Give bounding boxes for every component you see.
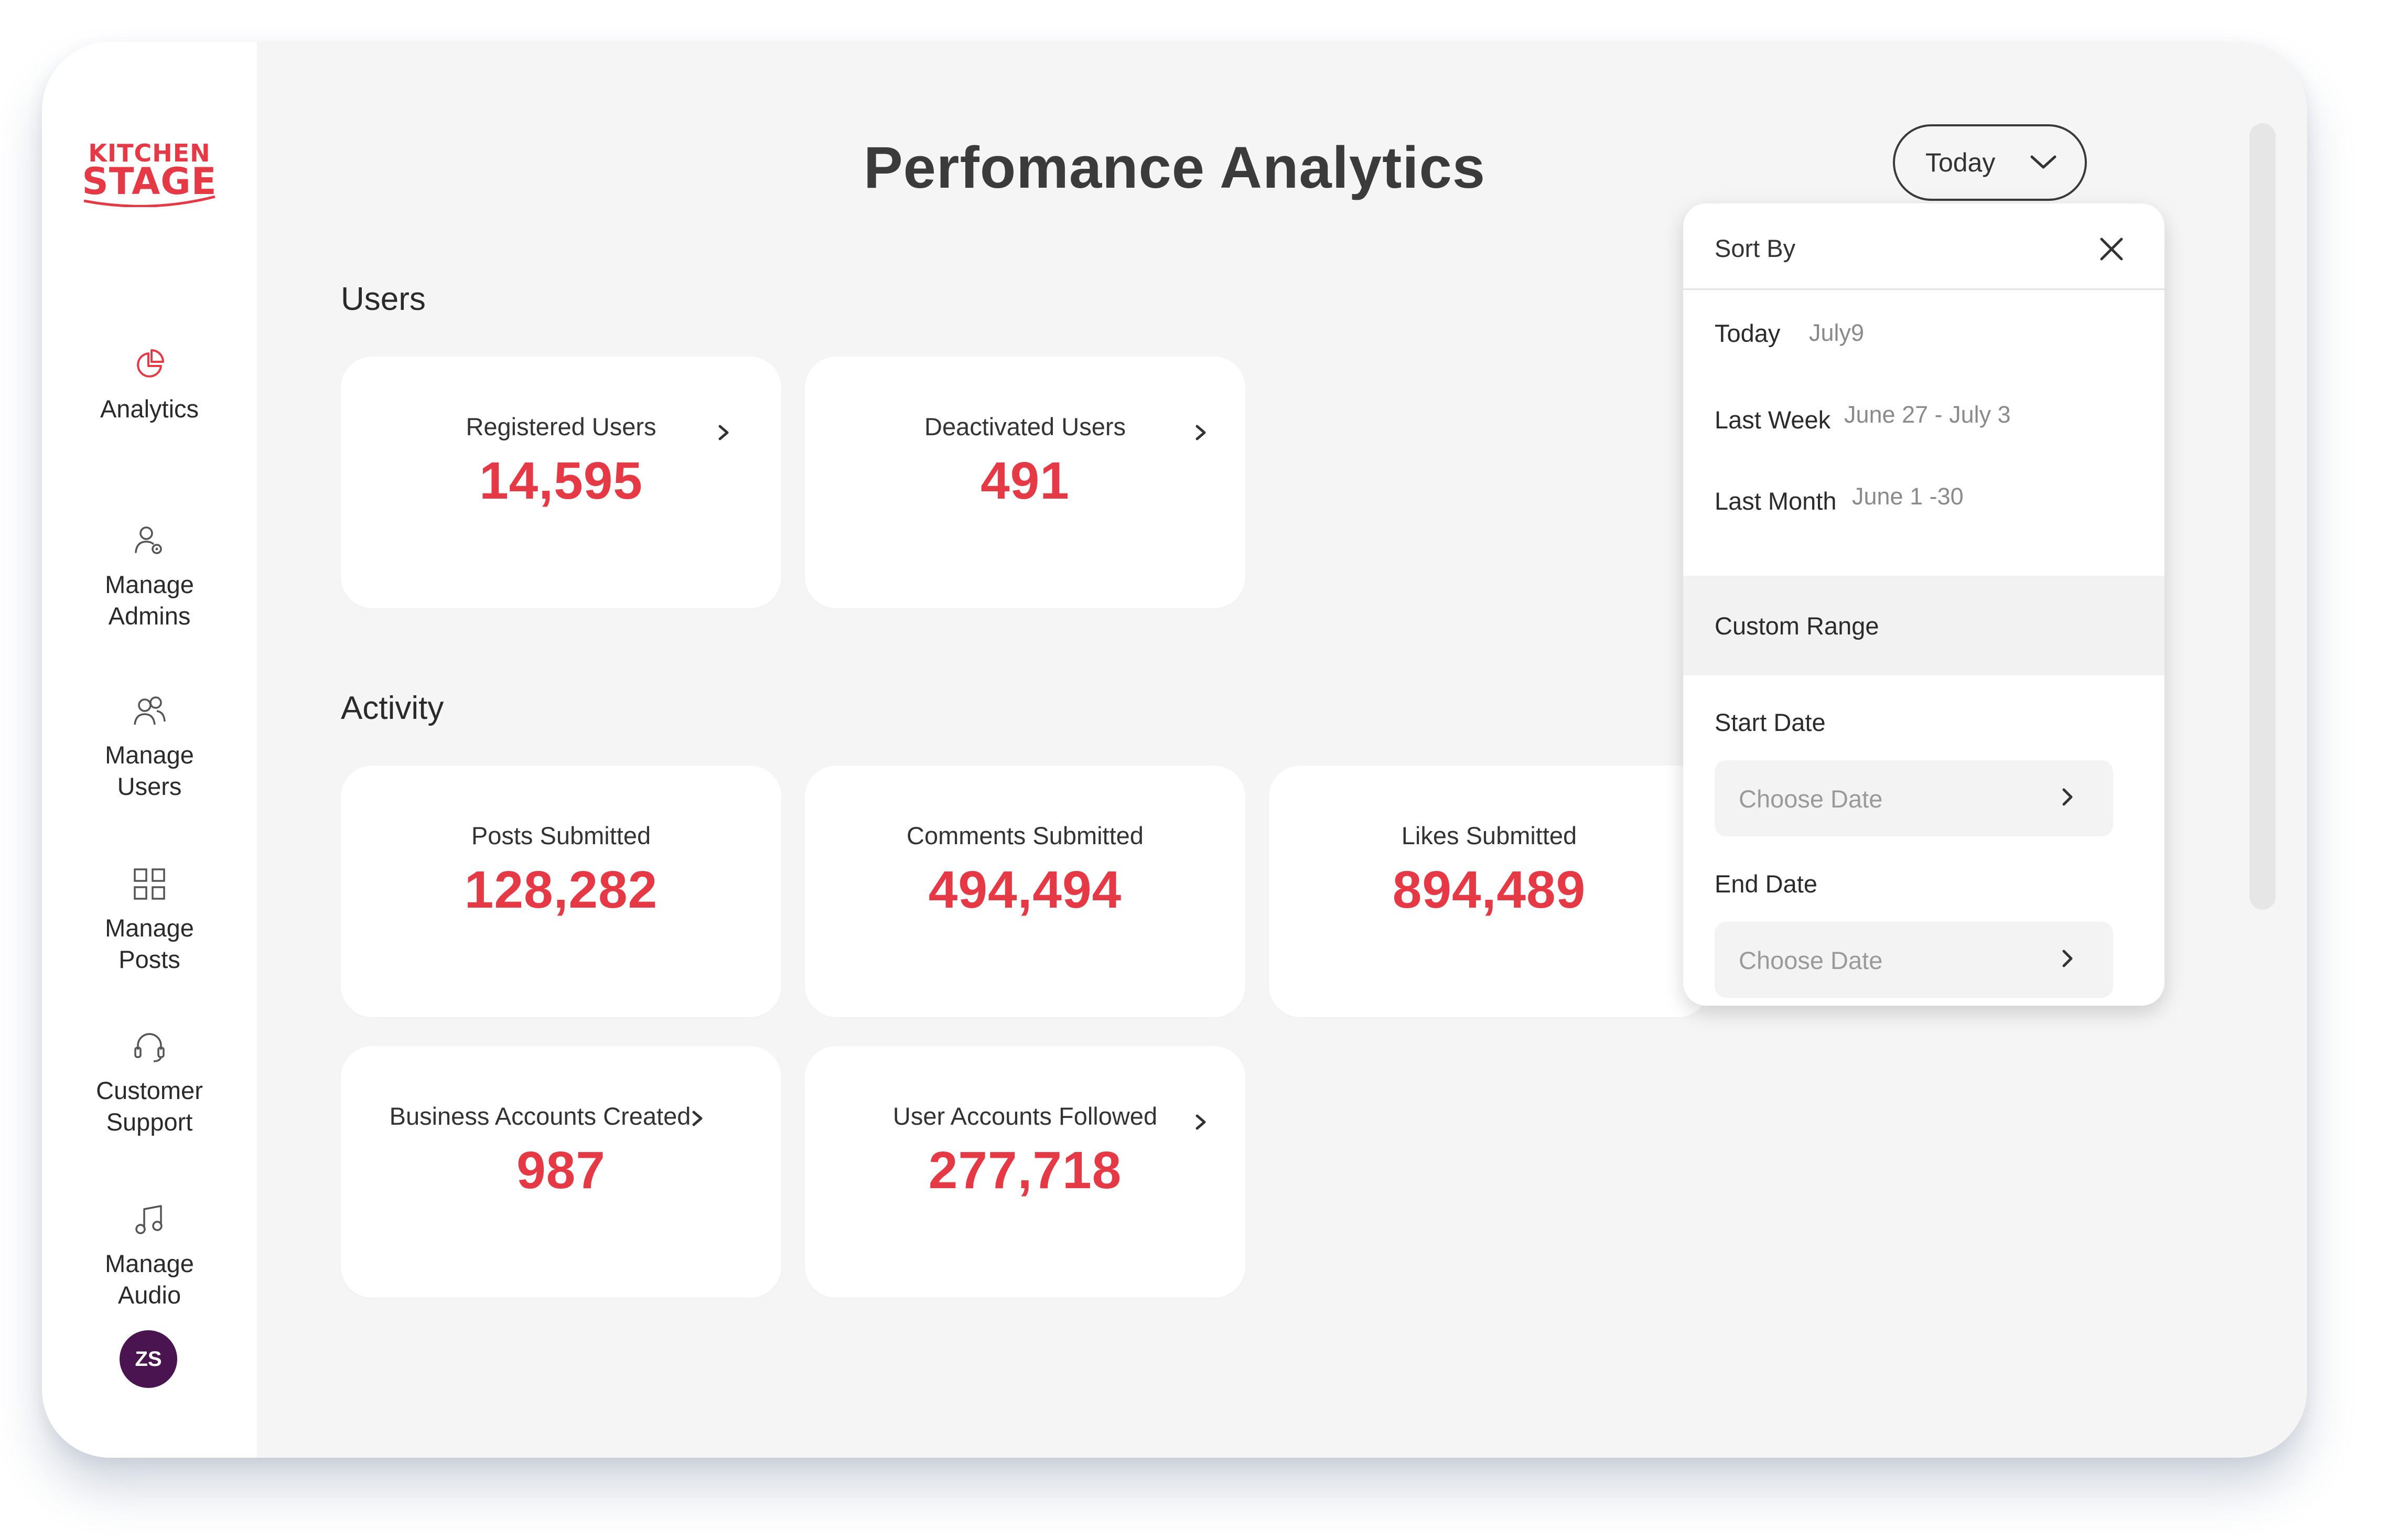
sort-option-custom-range[interactable]: Custom Range [1683,576,2164,675]
card-value: 14,595 [479,451,643,510]
option-label: Last Month [1715,487,1837,515]
end-date-picker[interactable]: Choose Date [1715,922,2113,998]
option-label: Custom Range [1715,612,1879,640]
start-date-picker[interactable]: Choose Date [1715,760,2113,836]
date-range-dropdown-button[interactable]: Today [1893,124,2087,201]
stat-card-likes-submitted[interactable]: Likes Submitted 894,489 [1269,766,1709,1017]
sidebar-item-label: Analytics [100,395,199,423]
stat-card-posts-submitted[interactable]: Posts Submitted 128,282 [341,766,781,1017]
option-range: July9 [1809,319,1865,346]
sidebar-item-manage-users[interactable]: Manage Users [42,692,257,802]
card-label: Business Accounts Created [389,1102,691,1130]
sidebar-item-manage-audio[interactable]: Manage Audio [42,1201,257,1311]
option-range: June 1 -30 [1852,483,1964,510]
admin-gear-icon [135,526,162,554]
card-value: 894,489 [1392,860,1586,919]
section-title-activity: Activity [341,690,444,726]
date-placeholder: Choose Date [1739,785,1883,813]
sidebar-item-label: Manage Posts [105,914,194,973]
brand-line-2: STAGE [82,160,217,203]
sidebar-item-analytics[interactable]: Analytics [42,346,257,425]
card-label: User Accounts Followed [892,1102,1158,1130]
sidebar-item-label: Manage Audio [105,1250,194,1309]
chevron-right-icon [718,425,729,440]
end-date-label: End Date [1715,870,1817,898]
app-window: KITCHEN STAGE Analytics Manage Admins [42,42,2307,1458]
card-value: 987 [516,1141,606,1200]
sidebar-item-label: Manage Admins [105,570,194,630]
option-label: Last Week [1715,406,1831,434]
scrollbar[interactable] [2249,123,2276,910]
chevron-right-icon [2062,950,2073,967]
card-value: 494,494 [928,860,1122,919]
stat-card-business-accounts-created[interactable]: Business Accounts Created 987 [341,1046,781,1298]
chevron-right-icon [1196,425,1206,440]
card-value: 128,282 [464,860,658,919]
stat-card-comments-submitted[interactable]: Comments Submitted 494,494 [805,766,1245,1017]
dropdown-title: Sort By [1715,234,1796,262]
sidebar-item-label: Customer Support [96,1076,203,1136]
sidebar-item-customer-support[interactable]: Customer Support [42,1028,257,1138]
logo-swoosh-icon [83,195,216,207]
headset-icon [134,1033,165,1062]
date-range-label: Today [1925,148,1996,177]
card-value: 277,718 [928,1141,1122,1200]
card-label: Likes Submitted [1401,822,1577,849]
stat-card-deactivated-users[interactable]: Deactivated Users 491 [805,357,1245,608]
page-title: Perfomance Analytics [863,135,1486,200]
section-title-users: Users [341,281,426,317]
sort-option-today[interactable]: Today July9 [1683,290,2164,369]
sort-option-last-week[interactable]: Last Week June 27 - July 3 [1683,374,2164,453]
card-value: 491 [981,451,1070,510]
option-label: Today [1715,319,1781,347]
dropdown-header: Sort By [1683,203,2164,290]
chevron-right-icon [2062,788,2073,806]
grid-icon [134,868,165,900]
pie-chart-icon [137,349,164,378]
card-label: Posts Submitted [471,822,651,849]
music-note-icon [135,1205,163,1234]
sidebar-item-manage-posts[interactable]: Manage Posts [42,865,257,975]
stat-card-user-accounts-followed[interactable]: User Accounts Followed 277,718 [805,1046,1245,1298]
card-label: Registered Users [466,413,656,440]
chevron-down-icon [2030,155,2056,169]
date-placeholder: Choose Date [1739,946,1883,974]
users-icon [134,696,166,725]
chevron-right-icon [1196,1114,1206,1130]
close-icon[interactable] [2098,236,2125,262]
chevron-right-icon [692,1111,703,1126]
sort-option-last-month[interactable]: Last Month June 1 -30 [1683,455,2164,534]
card-label: Comments Submitted [907,822,1144,849]
stat-card-registered-users[interactable]: Registered Users 14,595 [341,357,781,608]
brand-logo[interactable]: KITCHEN STAGE [79,139,220,207]
sort-by-dropdown: Sort By Today July9 Last Week June 27 - … [1683,203,2164,1006]
start-date-label: Start Date [1715,708,1826,736]
sidebar-item-label: Manage Users [105,741,194,800]
card-label: Deactivated Users [924,413,1126,440]
sidebar-item-manage-admins[interactable]: Manage Admins [42,522,257,632]
option-range: June 27 - July 3 [1844,401,2011,428]
avatar[interactable]: ZS [120,1330,177,1388]
sidebar: KITCHEN STAGE Analytics Manage Admins [42,42,257,1458]
brand-line-1: KITCHEN [88,139,211,167]
